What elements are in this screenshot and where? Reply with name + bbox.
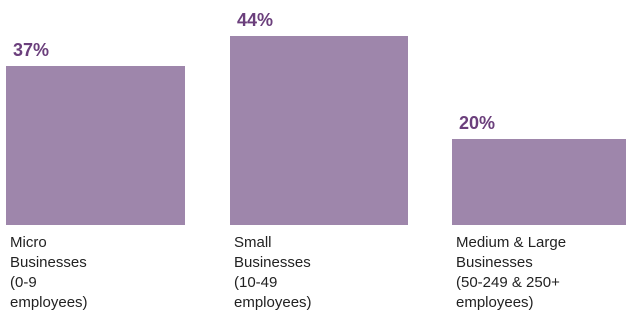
category-label-medium-large: Medium & Large Businesses (50-249 & 250+… (456, 234, 567, 311)
value-label-micro: 37% (13, 40, 50, 61)
value-label-medium-large: 20% (459, 113, 496, 134)
bar-micro (6, 66, 185, 225)
value-label-small: 44% (237, 10, 274, 30)
bar-small (230, 36, 408, 225)
category-label-small: Small Businesses (10-49 employees) (234, 234, 312, 311)
bar-medium-large (452, 139, 626, 225)
category-label-micro: Micro Businesses (0-9 employees) (10, 234, 88, 311)
